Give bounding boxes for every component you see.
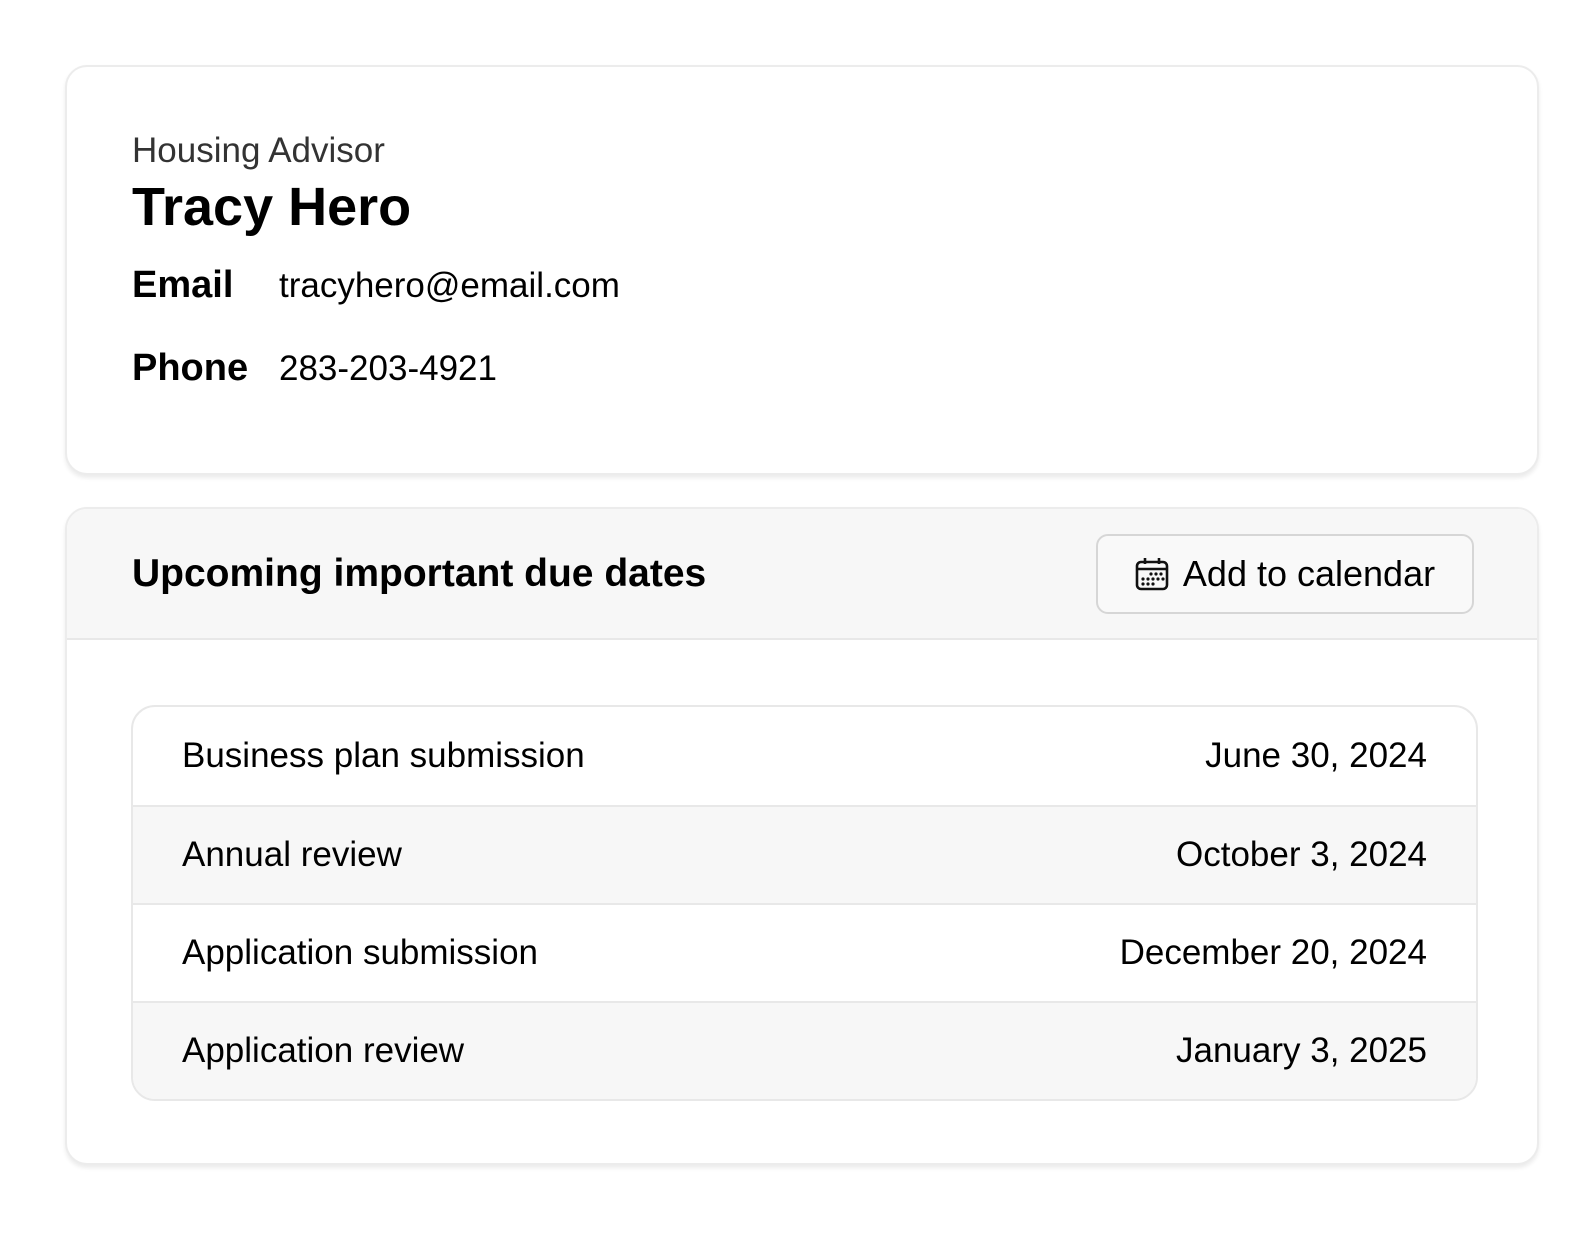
due-dates-header: Upcoming important due dates Add to cale…: [67, 509, 1537, 640]
due-item-name: Annual review: [182, 835, 402, 874]
calendar-icon: [1135, 557, 1169, 590]
due-item-name: Business plan submission: [182, 736, 585, 775]
table-row: Annual review October 3, 2024: [133, 805, 1476, 903]
table-row: Application submission December 20, 2024: [133, 903, 1476, 1001]
due-item-date: October 3, 2024: [1176, 835, 1427, 874]
add-to-calendar-button[interactable]: Add to calendar: [1096, 533, 1474, 614]
phone-value[interactable]: 283-203-4921: [279, 349, 497, 388]
phone-field: Phone 283-203-4921: [132, 347, 1537, 390]
advisor-contact-card: Housing Advisor Tracy Hero Email tracyhe…: [65, 65, 1539, 475]
table-row: Application review January 3, 2025: [133, 1001, 1476, 1099]
advisor-name: Tracy Hero: [132, 177, 412, 237]
due-item-date: January 3, 2025: [1175, 1031, 1427, 1070]
due-item-date: December 20, 2024: [1119, 933, 1427, 972]
due-item-name: Application review: [182, 1031, 465, 1070]
email-value[interactable]: tracyhero@email.com: [279, 266, 620, 305]
due-dates-title: Upcoming important due dates: [132, 551, 707, 595]
due-dates-table: Business plan submission June 30, 2024 A…: [131, 705, 1478, 1101]
add-to-calendar-label: Add to calendar: [1182, 552, 1436, 594]
phone-label: Phone: [132, 347, 249, 389]
due-dates-card: Upcoming important due dates Add to cale…: [65, 507, 1539, 1165]
due-item-name: Application submission: [182, 933, 539, 972]
email-label: Email: [132, 264, 234, 306]
due-item-date: June 30, 2024: [1205, 736, 1427, 775]
email-field: Email tracyhero@email.com: [132, 264, 1537, 307]
advisor-role: Housing Advisor: [132, 131, 385, 170]
table-row: Business plan submission June 30, 2024: [133, 707, 1476, 805]
